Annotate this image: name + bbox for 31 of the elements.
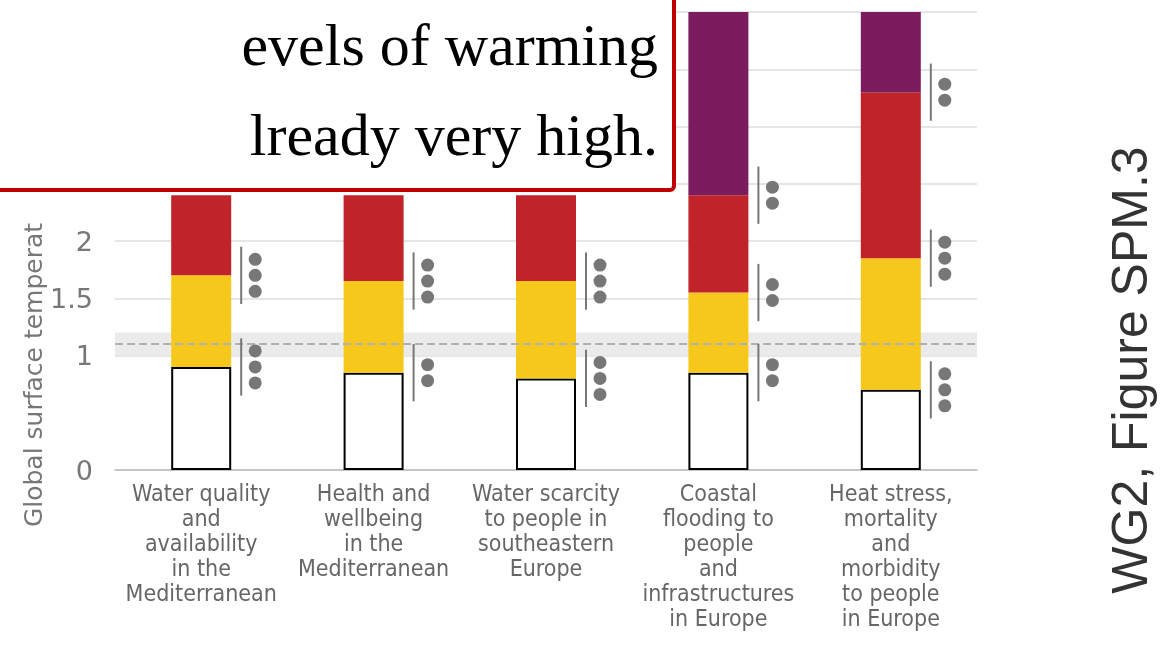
y-axis-title: Global surface temperat	[18, 222, 48, 528]
bar	[343, 281, 404, 373]
x-tick-label: Coastal flooding to people and infrastructures in Europe	[642, 479, 795, 631]
x-tick-label: Heat stress, mortality and morbidity to people in Europe	[829, 479, 953, 631]
bar	[516, 195, 576, 282]
bar	[516, 281, 576, 379]
bar	[688, 195, 749, 293]
bar	[860, 92, 921, 259]
bar	[688, 292, 749, 373]
annotation: lready very high.	[248, 101, 658, 170]
x-tick-label: Water scarcity to people in southeastern Europe	[472, 479, 620, 581]
bar	[688, 372, 749, 470]
y-tick-label: 1	[75, 340, 93, 371]
bar	[688, 12, 749, 196]
x-tick-label: Water quality and availability in the Mediterranean	[125, 479, 277, 606]
bar	[860, 12, 921, 93]
bar	[171, 195, 232, 276]
bar	[343, 195, 404, 282]
bar	[171, 275, 232, 367]
text: WG2, Figure SPM.3	[1101, 146, 1159, 594]
bar	[171, 366, 232, 470]
y-tick-label: 2	[75, 225, 93, 257]
bar	[860, 258, 921, 390]
bar	[860, 389, 921, 470]
annotation: evels of warming	[240, 11, 658, 80]
y-tick-label: 1.5	[50, 282, 93, 314]
x-tick-label: Health and wellbeing in the Mediterranean	[297, 479, 450, 581]
callout-box: evels of warming lready very high.	[0, 0, 676, 192]
bar	[343, 372, 404, 470]
y-tick-label: 0	[75, 454, 93, 486]
bar	[516, 378, 576, 470]
